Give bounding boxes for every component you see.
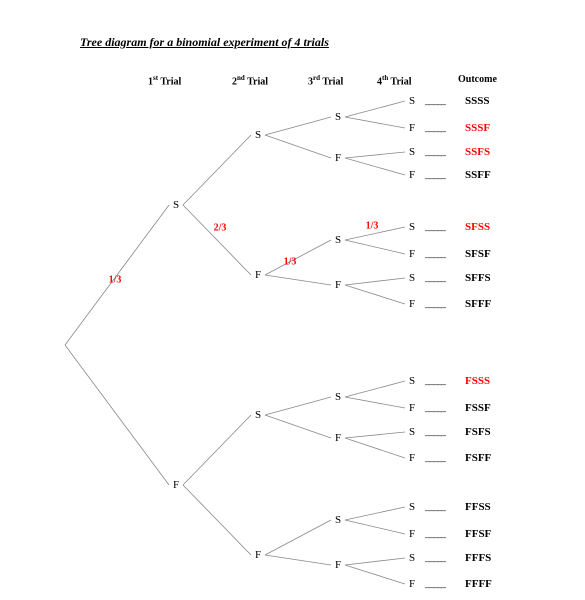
blank-line: _____	[425, 96, 445, 107]
blank-line: _____	[425, 273, 445, 284]
node-l4: S	[409, 501, 415, 513]
node-l3: F	[335, 279, 341, 291]
node-l4: S	[409, 552, 415, 564]
blank-line: _____	[425, 123, 445, 134]
node-l3: S	[335, 391, 341, 403]
node-l2: S	[255, 409, 261, 421]
node-l4: S	[409, 221, 415, 233]
outcome-label: FSSS	[465, 375, 490, 387]
outcome-label: SSFF	[465, 169, 491, 181]
node-l4: F	[409, 452, 415, 464]
node-l3: S	[335, 514, 341, 526]
blank-line: _____	[425, 249, 445, 260]
edge-probability: 1/3	[109, 275, 122, 286]
outcome-label: SSSS	[465, 95, 489, 107]
node-l4: F	[409, 169, 415, 181]
node-l2: F	[255, 269, 261, 281]
node-l3: S	[335, 111, 341, 123]
outcome-label: SFSF	[465, 248, 491, 260]
edge-probability: 2/3	[214, 223, 227, 234]
outcome-label: FFFS	[465, 552, 491, 564]
blank-line: _____	[425, 453, 445, 464]
node-l1: S	[173, 199, 179, 211]
outcome-label: FFSF	[465, 528, 491, 540]
outcome-label: FSFF	[465, 452, 491, 464]
node-l4: S	[409, 95, 415, 107]
outcome-label: SFFS	[465, 272, 491, 284]
blank-line: _____	[425, 170, 445, 181]
node-l3: F	[335, 152, 341, 164]
outcome-label: FFFF	[465, 578, 492, 590]
outcome-label: SFSS	[465, 221, 490, 233]
node-l3: S	[335, 234, 341, 246]
node-l1: F	[173, 479, 179, 491]
node-l4: S	[409, 426, 415, 438]
node-l3: F	[335, 559, 341, 571]
edge-probability: 1/3	[284, 257, 297, 268]
blank-line: _____	[425, 222, 445, 233]
node-l4: S	[409, 146, 415, 158]
node-l4: F	[409, 298, 415, 310]
outcome-label: SSSF	[465, 122, 490, 134]
blank-line: _____	[425, 529, 445, 540]
outcome-label: FSFS	[465, 426, 491, 438]
node-l4: F	[409, 402, 415, 414]
blank-line: _____	[425, 299, 445, 310]
node-l2: S	[255, 129, 261, 141]
node-l4: F	[409, 578, 415, 590]
blank-line: _____	[425, 553, 445, 564]
outcome-label: SFFF	[465, 298, 491, 310]
blank-line: _____	[425, 403, 445, 414]
blank-line: _____	[425, 427, 445, 438]
node-l3: F	[335, 432, 341, 444]
edge-probability: 1/3	[366, 221, 379, 232]
outcome-label: SSFS	[465, 146, 490, 158]
node-l4: F	[409, 122, 415, 134]
outcome-label: FSSF	[465, 402, 491, 414]
node-l4: S	[409, 375, 415, 387]
blank-line: _____	[425, 376, 445, 387]
node-l4: F	[409, 248, 415, 260]
blank-line: _____	[425, 147, 445, 158]
node-l2: F	[255, 549, 261, 561]
node-l4: F	[409, 528, 415, 540]
blank-line: _____	[425, 502, 445, 513]
node-l4: S	[409, 272, 415, 284]
blank-line: _____	[425, 579, 445, 590]
outcome-label: FFSS	[465, 501, 491, 513]
tree-lines	[0, 0, 585, 600]
